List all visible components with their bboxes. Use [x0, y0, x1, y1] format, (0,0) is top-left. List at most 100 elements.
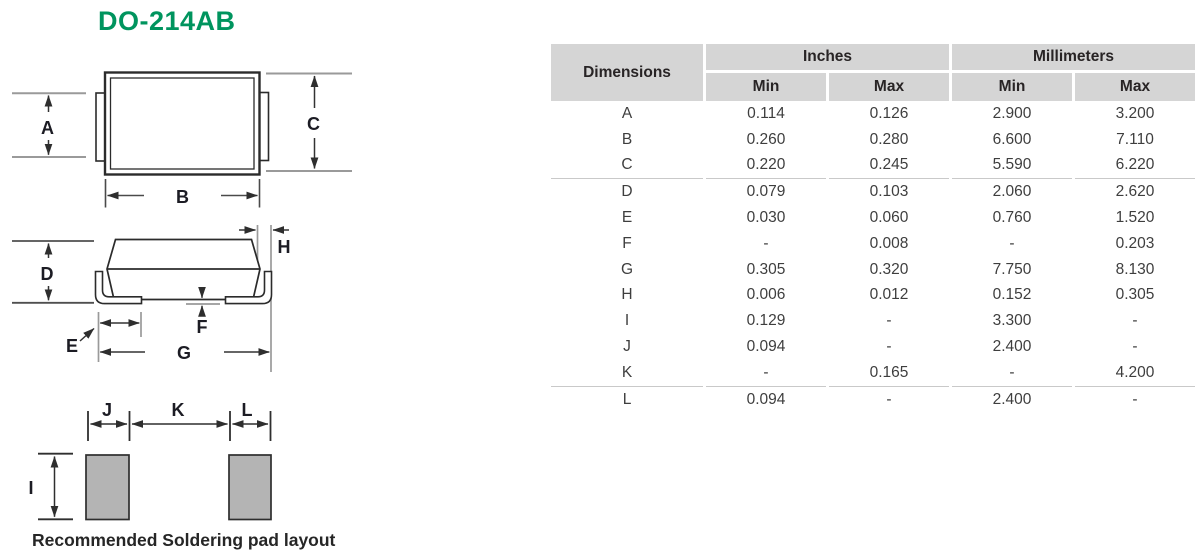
dimension-label-f: F [197, 317, 208, 337]
mm-max-cell: 7.110 [1075, 126, 1195, 153]
mm-min-cell: 3.300 [952, 308, 1072, 335]
table-row: I 0.129 - 3.300 - [551, 308, 1195, 335]
mm-max-cell: - [1075, 386, 1195, 413]
inches-max-cell: 0.280 [829, 126, 949, 153]
top-view-diagram: A C B [12, 71, 352, 208]
inches-max-cell: 0.060 [829, 205, 949, 231]
top-view-body [103, 71, 261, 176]
table-header-mm-min: Min [952, 73, 1072, 101]
table-row: D 0.079 0.103 2.060 2.620 [551, 179, 1195, 206]
dimension-letter-cell: A [551, 101, 703, 127]
inches-min-cell: 0.305 [706, 256, 826, 283]
table-header-inches: Inches [706, 44, 949, 73]
package-title: DO-214AB [98, 6, 236, 36]
mm-min-cell: 2.400 [952, 386, 1072, 413]
inches-max-cell: - [829, 334, 949, 360]
left-solder-pad [85, 454, 130, 521]
inches-max-cell: 0.320 [829, 256, 949, 283]
dimension-label-d: D [41, 264, 54, 284]
mm-max-cell: 0.305 [1075, 282, 1195, 309]
inches-min-cell: 0.030 [706, 205, 826, 231]
table-row: C 0.220 0.245 5.590 6.220 [551, 152, 1195, 180]
inches-min-cell: - [706, 230, 826, 257]
inches-max-cell: 0.012 [829, 282, 949, 309]
table-row: L 0.094 - 2.400 - [551, 386, 1195, 413]
table-row: A 0.114 0.126 2.900 3.200 [551, 101, 1195, 127]
table-row: E 0.030 0.060 0.760 1.520 [551, 205, 1195, 231]
side-view-right-lead [224, 270, 273, 305]
table-row: B 0.260 0.280 6.600 7.110 [551, 126, 1195, 153]
mm-max-cell: 2.620 [1075, 179, 1195, 206]
mm-min-cell: 2.060 [952, 179, 1072, 206]
inches-min-cell: 0.094 [706, 386, 826, 413]
package-outline-drawing: A C B [12, 71, 352, 521]
dimension-label-a: A [41, 118, 54, 138]
inches-min-cell: 0.114 [706, 101, 826, 127]
inches-max-cell: - [829, 386, 949, 413]
dimension-label-e: E [66, 336, 78, 356]
mm-max-cell: 0.203 [1075, 230, 1195, 257]
dimensions-table: Dimensions Inches Millimeters Min Max Mi… [548, 44, 1198, 413]
dimension-letter-cell: C [551, 152, 703, 180]
table-header-inches-max: Max [829, 73, 949, 101]
mm-min-cell: 2.400 [952, 334, 1072, 360]
dimension-letter-cell: E [551, 205, 703, 231]
dimension-label-j: J [102, 400, 112, 420]
inches-max-cell: 0.008 [829, 230, 949, 257]
mm-min-cell: 0.760 [952, 205, 1072, 231]
inches-min-cell: 0.220 [706, 152, 826, 180]
inches-min-cell: 0.079 [706, 179, 826, 206]
inches-max-cell: 0.126 [829, 101, 949, 127]
table-row: G 0.305 0.320 7.750 8.130 [551, 256, 1195, 283]
mm-min-cell: 5.590 [952, 152, 1072, 180]
mm-min-cell: 0.152 [952, 282, 1072, 309]
dimension-letter-cell: K [551, 359, 703, 387]
dimension-letter-cell: I [551, 308, 703, 335]
inches-min-cell: 0.094 [706, 334, 826, 360]
table-row: J 0.094 - 2.400 - [551, 334, 1195, 360]
dimension-label-i: I [28, 478, 33, 498]
table-row: H 0.006 0.012 0.152 0.305 [551, 282, 1195, 309]
mm-max-cell: 8.130 [1075, 256, 1195, 283]
pad-layout-caption: Recommended Soldering pad layout [32, 530, 336, 550]
dimension-letter-cell: L [551, 386, 703, 413]
mm-min-cell: 2.900 [952, 101, 1072, 127]
table-header-dimensions: Dimensions [551, 44, 703, 101]
dimension-label-g: G [177, 343, 191, 363]
mm-max-cell: - [1075, 334, 1195, 360]
table-header-inches-min: Min [706, 73, 826, 101]
mm-max-cell: 3.200 [1075, 101, 1195, 127]
dimension-letter-cell: B [551, 126, 703, 153]
mm-max-cell: 4.200 [1075, 359, 1195, 387]
mm-min-cell: 7.750 [952, 256, 1072, 283]
dimension-letter-cell: J [551, 334, 703, 360]
inches-min-cell: - [706, 359, 826, 387]
table-row: F - 0.008 - 0.203 [551, 230, 1195, 257]
dimension-label-c: C [307, 114, 320, 134]
dimension-letter-cell: G [551, 256, 703, 283]
inches-min-cell: 0.006 [706, 282, 826, 309]
dimension-label-b: B [176, 187, 189, 207]
dimension-label-l: L [242, 400, 253, 420]
inches-max-cell: 0.245 [829, 152, 949, 180]
right-solder-pad [228, 454, 272, 521]
inches-max-cell: 0.165 [829, 359, 949, 387]
dimension-label-h: H [278, 237, 291, 257]
mm-max-cell: 6.220 [1075, 152, 1195, 180]
dimension-E-arrow [79, 319, 140, 342]
dimension-letter-cell: D [551, 179, 703, 206]
dimension-B-arrow [104, 179, 261, 208]
dimension-letter-cell: F [551, 230, 703, 257]
dimension-letter-cell: H [551, 282, 703, 309]
inches-max-cell: - [829, 308, 949, 335]
mm-min-cell: - [952, 359, 1072, 387]
inches-min-cell: 0.129 [706, 308, 826, 335]
table-header-millimeters: Millimeters [952, 44, 1195, 73]
dimension-label-k: K [172, 400, 185, 420]
inches-max-cell: 0.103 [829, 179, 949, 206]
inches-min-cell: 0.260 [706, 126, 826, 153]
side-view-left-lead [94, 270, 143, 305]
mm-min-cell: 6.600 [952, 126, 1072, 153]
mm-max-cell: - [1075, 308, 1195, 335]
